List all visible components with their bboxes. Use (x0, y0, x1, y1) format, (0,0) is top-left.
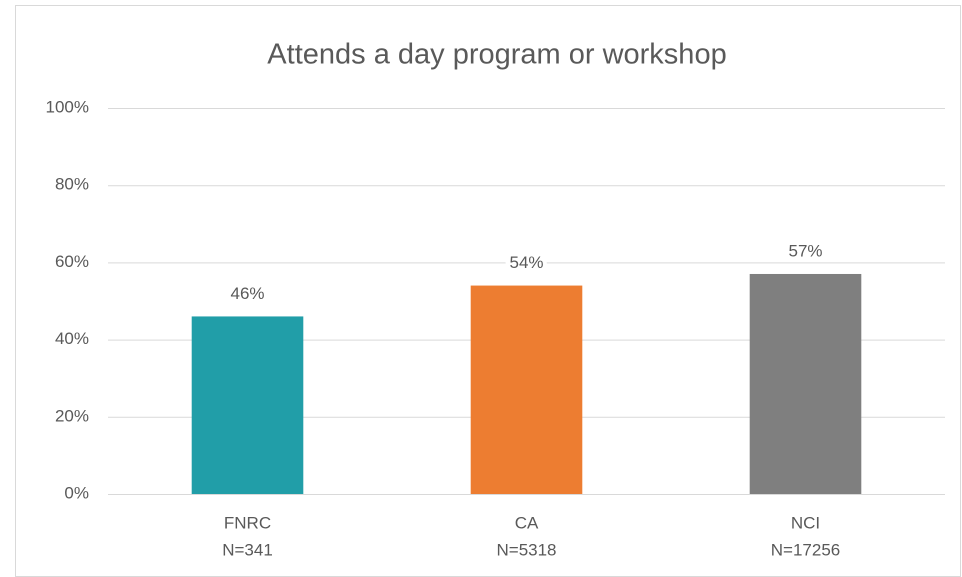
x-tick-label: FNRC (224, 513, 271, 532)
x-tick-label: N=17256 (771, 540, 840, 559)
bar (191, 316, 304, 494)
y-tick-label: 60% (55, 252, 89, 271)
x-tick-label: CA (515, 513, 539, 532)
data-label: 46% (230, 284, 264, 303)
y-tick-label: 0% (64, 483, 89, 502)
bar (749, 273, 862, 494)
bar (470, 285, 583, 494)
x-tick-label: N=341 (222, 540, 273, 559)
x-tick-label: N=5318 (496, 540, 556, 559)
x-tick-label: NCI (791, 513, 820, 532)
chart-title: Attends a day program or workshop (267, 39, 726, 71)
data-label: 57% (788, 241, 822, 260)
y-tick-label: 100% (46, 97, 89, 116)
y-tick-label: 20% (55, 406, 89, 425)
data-label: 54% (509, 253, 543, 272)
y-tick-label: 40% (55, 329, 89, 348)
y-tick-label: 80% (55, 175, 89, 194)
